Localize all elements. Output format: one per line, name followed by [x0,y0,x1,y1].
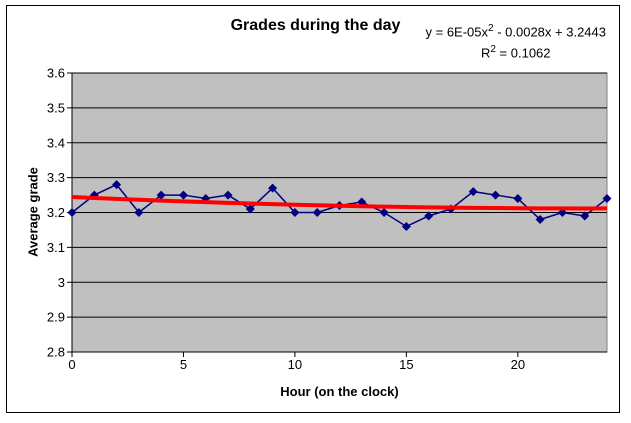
data-point-marker [401,221,411,231]
data-point-marker [602,194,612,204]
data-point-marker [379,208,389,217]
y-tick-label: 3.1 [47,240,65,255]
superscript-2: 2 [488,23,494,34]
chart-plot: 3.6 3.5 3.4 3.3 3.2 3.1 3 2.9 2.80 5 10 15 20 [47,68,612,372]
chart-title: Grades during the day [230,17,401,34]
x-tick-label: 15 [399,357,413,372]
data-point-marker [290,208,300,217]
y-tick-label: 3.3 [47,170,65,185]
y-tick-label: 2.8 [47,345,65,360]
y-tick-label: 3 [58,275,65,290]
trendline-equation-line1: y = 6E-05x2 - 0.0028x + 3.2443 [425,23,606,40]
trendline-r-squared: R2 = 0.1062 [480,44,551,61]
data-point-marker [513,194,523,204]
data-point-marker [134,208,144,217]
data-point-marker [491,190,501,200]
x-axis-title: Hour (on the clock) [280,384,399,399]
data-point-marker [580,211,590,221]
y-tick-label: 3.2 [47,205,65,220]
y-tick-label: 3.6 [47,68,65,81]
data-point-marker [223,190,233,200]
y-tick-label: 3.4 [47,135,65,150]
chart-border [6,5,620,413]
data-point-marker [112,180,122,190]
x-tick-label: 20 [511,357,525,372]
x-tick-label: 0 [68,357,75,372]
data-point-marker [312,208,322,217]
x-tick-label: 10 [288,357,302,372]
data-point-marker [156,190,166,200]
y-tick-label: 2.9 [47,310,65,325]
data-point-marker [424,211,434,221]
data-point-marker [245,204,255,214]
trendline-equation: y = 6E-05x2 - 0.0028x + 3.2443 R2 = 0.10… [426,20,606,63]
data-point-marker [535,214,545,224]
data-point-marker [67,208,77,217]
data-point-marker [178,190,188,200]
y-tick-label: 3.5 [47,100,65,115]
superscript-2: 2 [490,44,496,56]
data-point-marker [468,187,478,197]
data-point-marker [268,183,278,193]
trendline [71,195,608,211]
x-tick-label: 5 [180,357,187,372]
